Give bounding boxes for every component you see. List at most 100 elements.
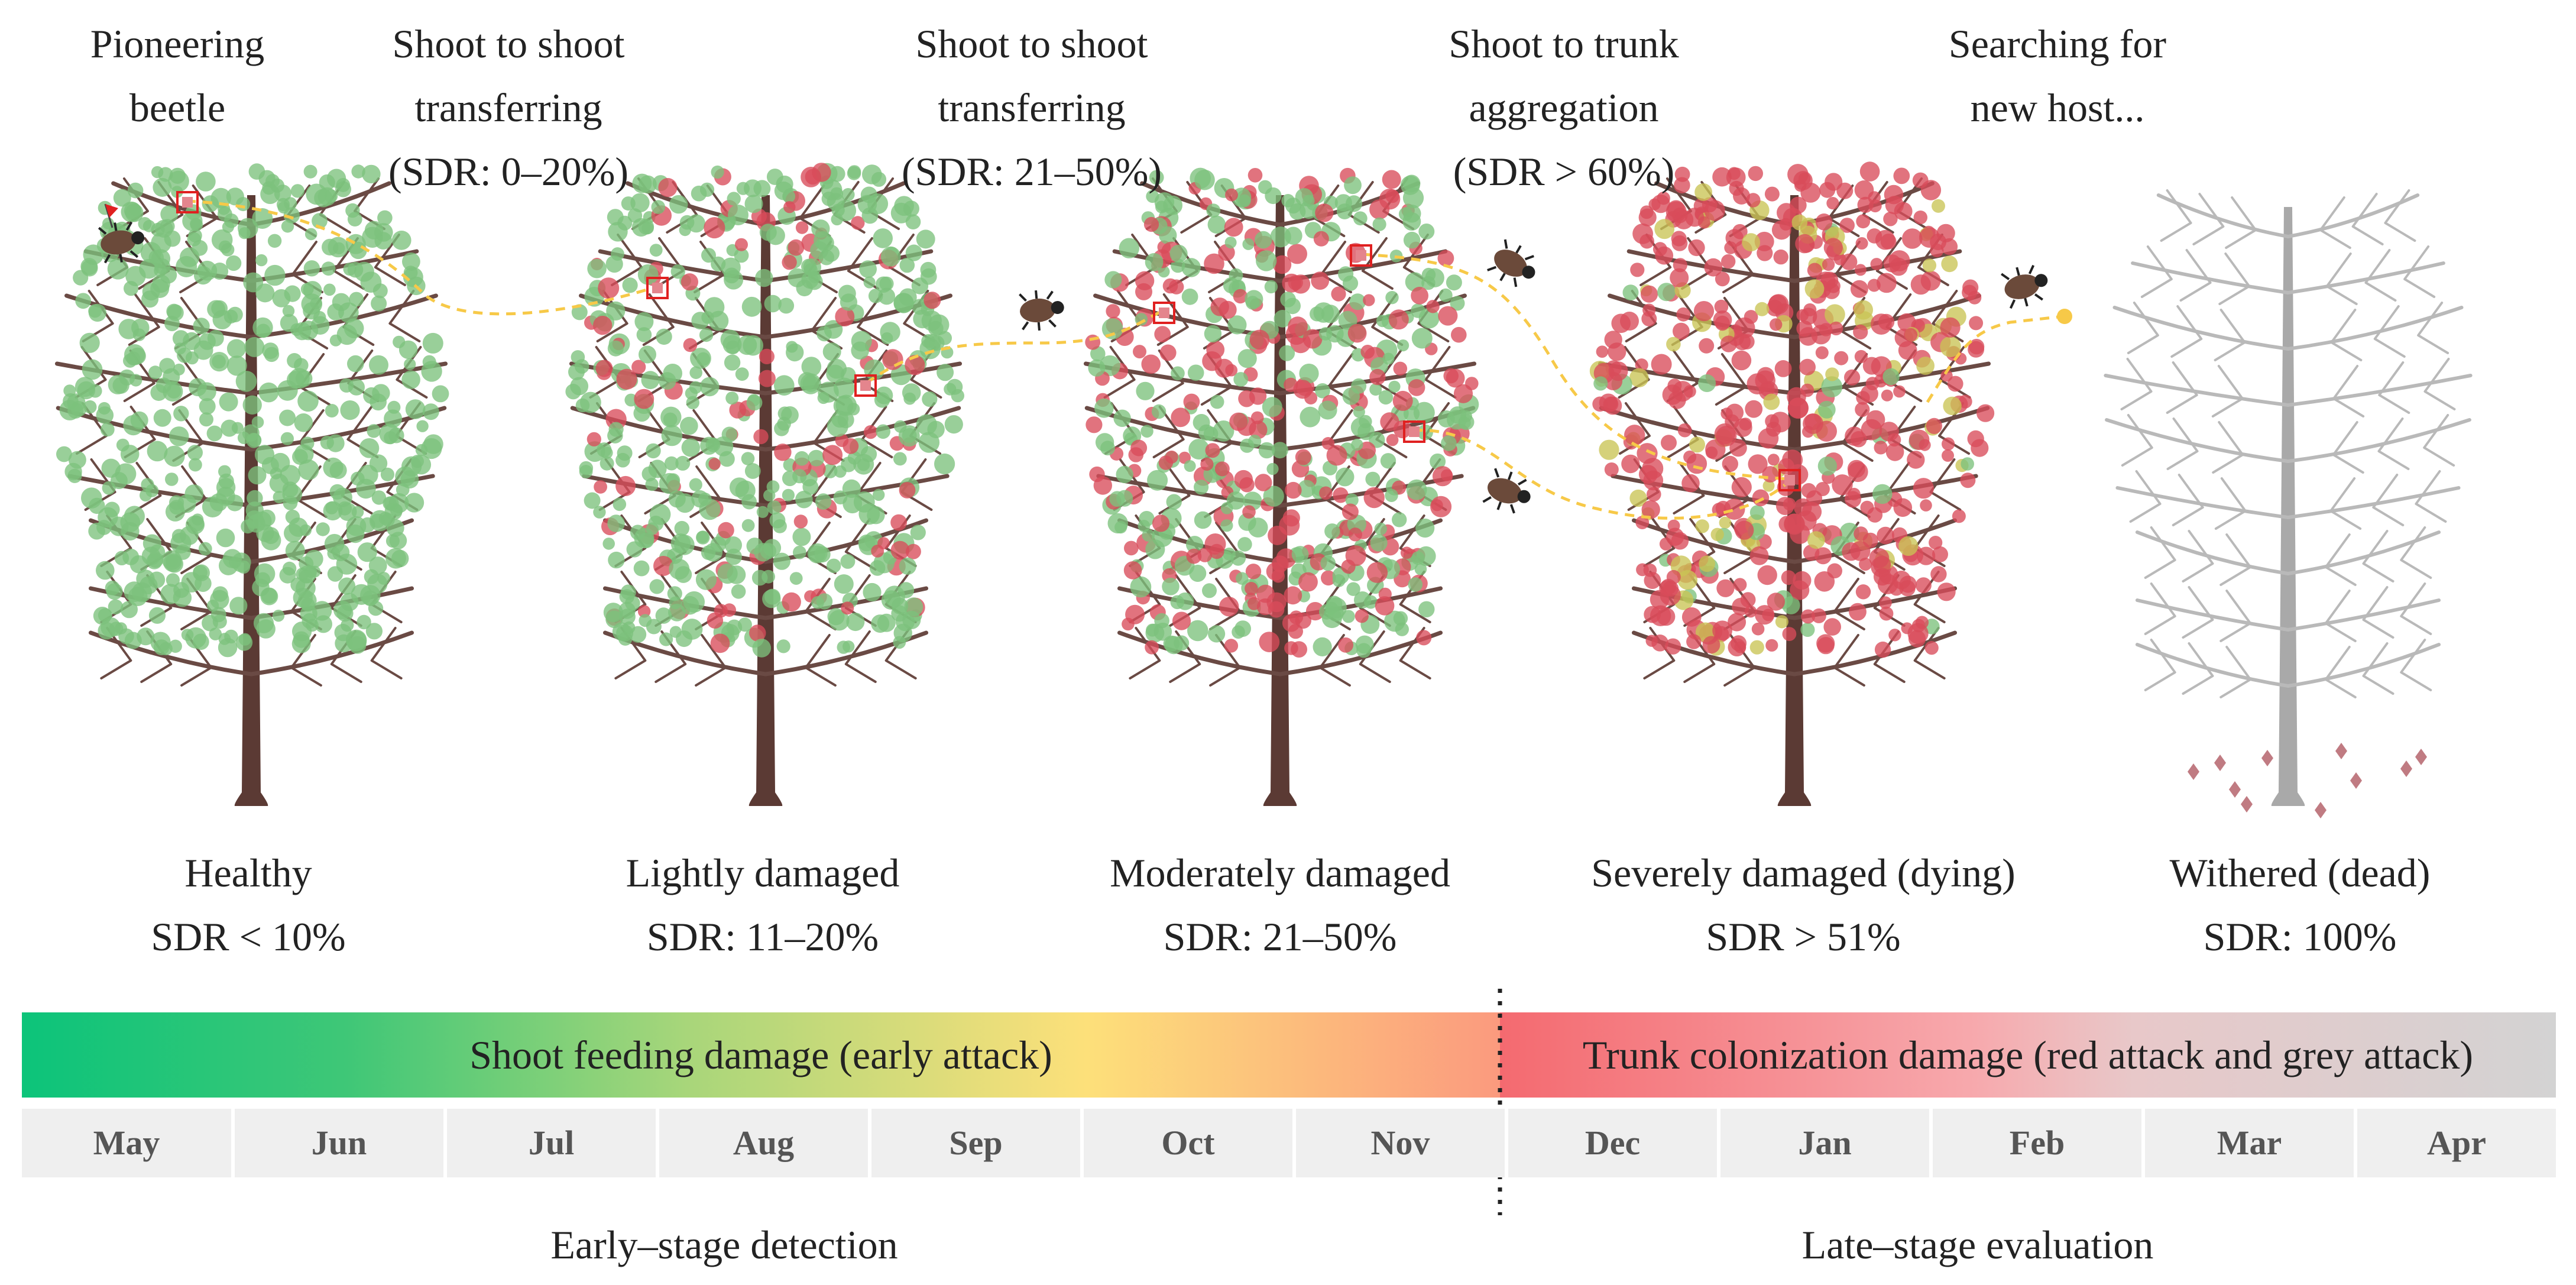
tree-twig <box>2329 477 2362 530</box>
tree-branch <box>2112 306 2290 351</box>
month-cell: Feb <box>1933 1109 2141 1177</box>
tree-twig <box>2324 533 2357 586</box>
tree-twig <box>2423 414 2455 467</box>
tree-branch <box>1792 630 1958 677</box>
tree-twig <box>2362 530 2394 582</box>
tree-branch <box>2286 306 2464 351</box>
tree-twig <box>2324 646 2357 698</box>
fallen-leaf <box>2415 749 2427 765</box>
tree-twig <box>2144 639 2176 691</box>
tree-twig <box>2120 358 2153 410</box>
tree-twig <box>2324 590 2357 642</box>
tree-branch <box>2104 374 2290 407</box>
tree-foliage <box>56 163 449 658</box>
tree-twig <box>2362 586 2394 639</box>
beetle-flight-path <box>865 310 1162 385</box>
month-cell: Oct <box>1084 1109 1292 1177</box>
tree-twig <box>2423 358 2456 410</box>
tree-twig <box>2127 302 2159 354</box>
path-end-dot <box>2057 309 2072 324</box>
tree-foliage <box>565 163 965 658</box>
tree-twig <box>2212 421 2244 474</box>
tree-twig <box>2325 253 2358 305</box>
tree-branch <box>1611 474 1797 508</box>
tree-twig <box>1929 458 1962 511</box>
annotation-pioneering-beetle: Pioneering beetle <box>59 12 296 140</box>
tree-twig <box>1833 634 1865 687</box>
tree-twig <box>388 290 421 342</box>
beetle-flight-path <box>186 199 657 316</box>
tree-trunk <box>749 195 783 806</box>
tree-twig <box>2362 642 2394 695</box>
tree-twig <box>2214 309 2246 361</box>
tree-twig <box>2179 249 2212 302</box>
fallen-leaf <box>2315 802 2326 818</box>
tree-twig <box>2384 189 2416 242</box>
tree-twig <box>695 634 727 687</box>
tree-twig <box>2400 526 2432 579</box>
tree-twig <box>2373 305 2406 358</box>
stage-sdr: SDR: 100% <box>2203 914 2397 959</box>
healthy-tree <box>54 163 449 806</box>
attack-site-marker <box>854 374 877 397</box>
annotation-searching-host: Searching for new host... <box>1880 12 2235 140</box>
tree-twig <box>2140 245 2173 298</box>
annotation-line: Shoot to shoot <box>915 21 1148 66</box>
beetle-icon <box>2001 264 2048 309</box>
flag-icon <box>104 203 118 228</box>
tree-twig <box>2219 646 2252 698</box>
stage-name: Withered (dead) <box>2169 850 2431 895</box>
tree-twig <box>2225 196 2257 249</box>
tree-twig <box>2219 533 2252 586</box>
tree-twig <box>2192 193 2225 245</box>
month-cell: Jul <box>447 1109 656 1177</box>
tree-twig <box>2218 253 2251 305</box>
tree-twig <box>2144 582 2176 635</box>
tree-twig <box>2364 249 2397 302</box>
beetle-icon <box>1487 239 1535 287</box>
tree-twig <box>1424 346 1457 399</box>
late-attack-label: Trunk colonization damage (red attack an… <box>1582 1032 2474 1077</box>
tree-twig <box>2166 417 2199 470</box>
tree-twig <box>2211 365 2244 417</box>
beetle-icon <box>98 221 145 264</box>
annotation-line: Shoot to shoot <box>392 21 625 66</box>
annotation-line: new host... <box>1970 85 2145 130</box>
late-stage-evaluation-label: Late–stage evaluation <box>1801 1222 2154 1267</box>
annotation-shoot-transfer-1: Shoot to shoot transferring (SDR: 0–20%) <box>331 12 686 203</box>
tree-twig <box>2182 530 2214 582</box>
beetle-icon <box>1482 468 1531 514</box>
fallen-leaf <box>2400 760 2412 777</box>
withered-tree <box>2104 189 2473 818</box>
annotation-line: Pioneering <box>90 21 265 66</box>
annotation-line: Shoot to trunk <box>1449 21 1679 66</box>
tree-twig <box>2144 526 2176 579</box>
tree-branch <box>1631 518 1797 564</box>
tree-branch <box>1117 630 1282 677</box>
tree-twig <box>2378 361 2410 414</box>
tree-twig <box>2400 582 2432 635</box>
tree-branch <box>2135 530 2290 575</box>
tree-twig <box>2182 586 2214 639</box>
tree-twig <box>2182 642 2214 695</box>
fallen-leaf <box>2350 772 2362 789</box>
tree-branch <box>2286 261 2445 294</box>
fallen-leaf <box>2214 755 2226 771</box>
stage-name: Moderately damaged <box>1110 850 1450 895</box>
tree-branch <box>88 630 254 677</box>
tree-twig <box>2129 470 2162 523</box>
tree-twig <box>2403 245 2436 298</box>
tree-twig <box>2417 302 2449 354</box>
month-cell: Sep <box>871 1109 1080 1177</box>
tree-twig <box>2330 309 2363 361</box>
tree-branch <box>579 293 768 339</box>
early-attack-bar <box>22 1012 1500 1098</box>
early-stage-detection-label: Early–stage detection <box>550 1222 898 1267</box>
month-cell: Aug <box>659 1109 868 1177</box>
tree-twig <box>2372 474 2405 526</box>
tree-trunk <box>2271 207 2305 806</box>
stage-name: Severely damaged (dying) <box>1591 850 2016 895</box>
beetle-flight-path <box>1926 315 2064 403</box>
stage-label-moderately-damaged: Moderately damaged SDR: 21–50% <box>1067 841 1493 969</box>
tree-twig <box>2160 189 2192 242</box>
